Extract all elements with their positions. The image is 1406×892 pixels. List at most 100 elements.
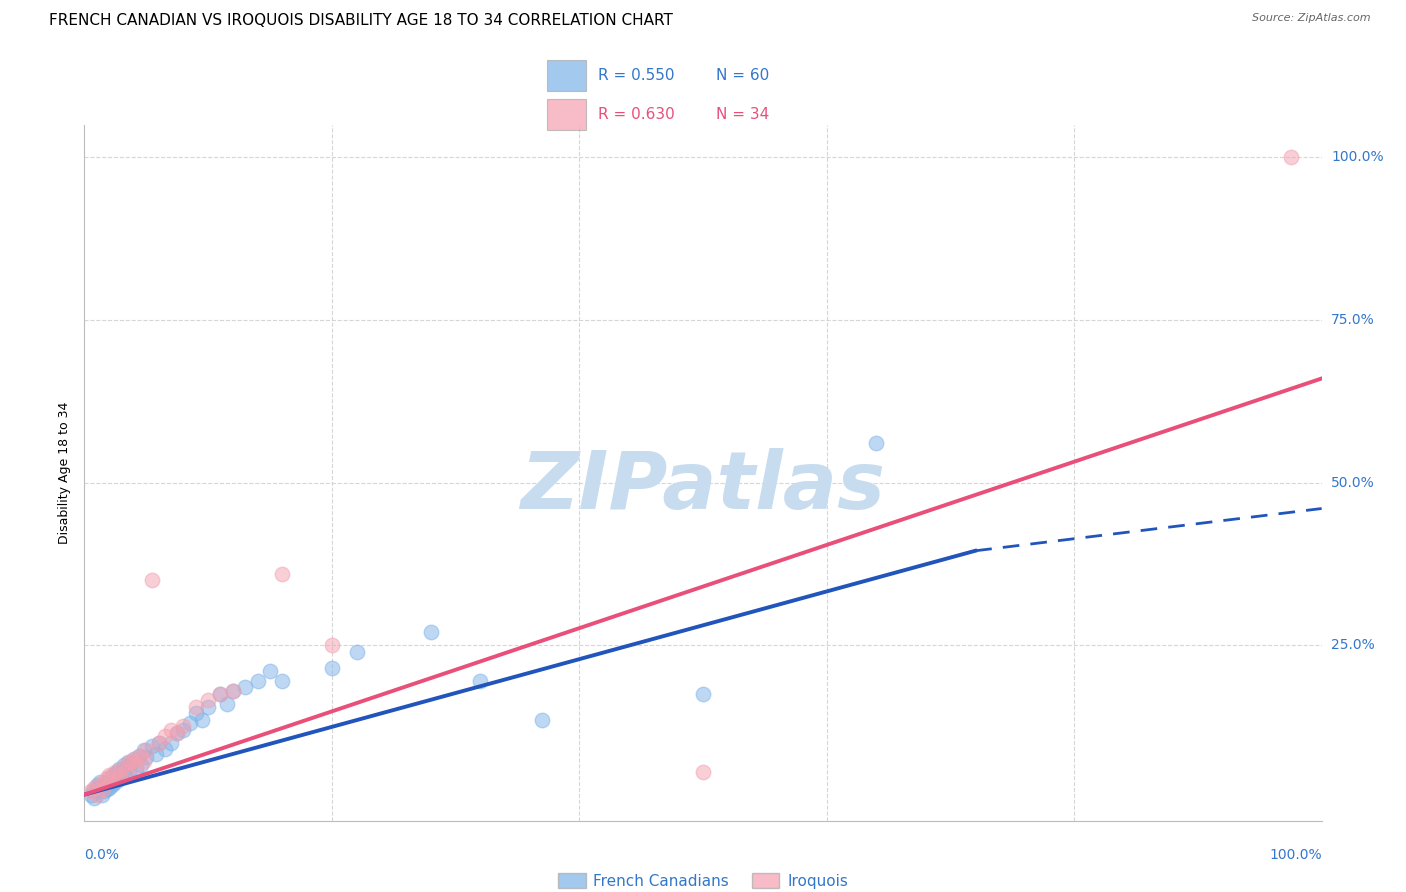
Point <box>135 750 157 764</box>
Point <box>191 713 214 727</box>
Point <box>122 752 145 766</box>
Point <box>104 772 127 786</box>
Point <box>692 764 714 779</box>
Point <box>86 788 108 802</box>
Point <box>120 756 142 771</box>
Text: 75.0%: 75.0% <box>1331 313 1375 327</box>
Point <box>233 681 256 695</box>
Point <box>110 762 132 776</box>
Point <box>89 784 111 798</box>
Point <box>128 748 150 763</box>
Point <box>93 784 115 798</box>
Point <box>148 736 170 750</box>
Point <box>470 673 492 688</box>
Point <box>83 781 105 796</box>
Text: FRENCH CANADIAN VS IROQUOIS DISABILITY AGE 18 TO 34 CORRELATION CHART: FRENCH CANADIAN VS IROQUOIS DISABILITY A… <box>49 13 673 29</box>
Point <box>125 758 148 772</box>
Point <box>108 762 131 776</box>
Text: R = 0.630: R = 0.630 <box>598 107 675 122</box>
Point <box>122 752 145 766</box>
Point <box>222 683 245 698</box>
Point <box>865 436 887 450</box>
Point <box>148 736 170 750</box>
Point <box>153 742 176 756</box>
Point <box>321 661 343 675</box>
Point <box>103 776 125 790</box>
Point <box>120 755 142 769</box>
Point <box>135 743 157 757</box>
Text: N = 60: N = 60 <box>716 68 769 83</box>
Point <box>419 625 441 640</box>
Text: 100.0%: 100.0% <box>1331 151 1384 164</box>
Point <box>93 774 115 789</box>
Point <box>118 764 141 779</box>
Text: R = 0.550: R = 0.550 <box>598 68 673 83</box>
Point <box>321 638 343 652</box>
Text: Source: ZipAtlas.com: Source: ZipAtlas.com <box>1253 13 1371 23</box>
Point <box>145 747 167 762</box>
Point <box>166 726 188 740</box>
Point <box>79 788 101 802</box>
Bar <box>547 61 586 91</box>
Point <box>107 773 129 788</box>
Point <box>184 699 207 714</box>
Point <box>79 784 101 798</box>
Point <box>197 693 219 707</box>
Point <box>98 772 121 786</box>
Point <box>259 664 281 678</box>
Point <box>117 756 139 771</box>
Point <box>97 774 120 789</box>
Point <box>125 762 148 776</box>
Point <box>90 788 112 802</box>
Bar <box>547 99 586 130</box>
Text: 100.0%: 100.0% <box>1270 848 1322 863</box>
Point <box>141 573 163 587</box>
Point <box>172 723 194 737</box>
Point <box>209 687 232 701</box>
Point <box>197 699 219 714</box>
Point <box>246 673 269 688</box>
Point <box>96 782 118 797</box>
Point <box>83 790 105 805</box>
Point <box>100 773 122 788</box>
Legend: French Canadians, Iroquois: French Canadians, Iroquois <box>553 866 853 892</box>
Point <box>110 769 132 783</box>
Text: 50.0%: 50.0% <box>1331 475 1375 490</box>
Point <box>184 706 207 721</box>
Point <box>271 673 294 688</box>
Point <box>94 778 117 792</box>
Point <box>96 772 118 786</box>
Point <box>105 764 128 779</box>
Text: 0.0%: 0.0% <box>84 848 120 863</box>
Point <box>179 716 201 731</box>
Text: N = 34: N = 34 <box>716 107 769 122</box>
Point <box>166 726 188 740</box>
Text: ZIPatlas: ZIPatlas <box>520 448 886 525</box>
Y-axis label: Disability Age 18 to 34: Disability Age 18 to 34 <box>58 401 72 544</box>
Point <box>215 697 238 711</box>
Point <box>98 781 121 796</box>
Point <box>271 566 294 581</box>
Point <box>82 784 104 798</box>
Point <box>692 687 714 701</box>
Point <box>160 736 183 750</box>
Point <box>222 683 245 698</box>
Point <box>91 782 114 797</box>
Point <box>346 644 368 658</box>
Point <box>209 687 232 701</box>
Point <box>86 781 108 796</box>
Point <box>160 723 183 737</box>
Point <box>100 778 122 792</box>
Point <box>108 769 131 783</box>
Point <box>129 748 152 763</box>
Point <box>104 764 127 779</box>
Point <box>101 768 124 782</box>
Point <box>129 758 152 772</box>
Point <box>531 713 554 727</box>
Point <box>114 768 136 782</box>
Point <box>132 754 155 768</box>
Text: 25.0%: 25.0% <box>1331 638 1375 652</box>
Point <box>172 719 194 733</box>
Point <box>91 781 114 796</box>
Point <box>114 764 136 779</box>
